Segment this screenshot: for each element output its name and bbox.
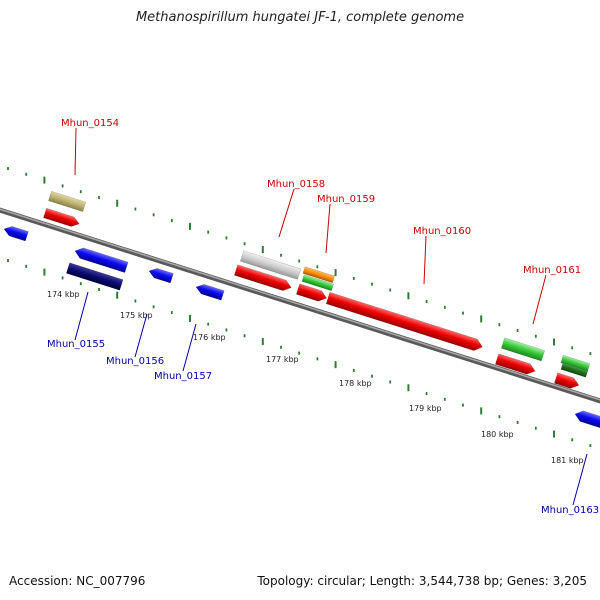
gene-label-mhun_0158: Mhun_0158 [267,179,325,190]
scale-label: 180 kbp [481,430,514,439]
feature-green-box [501,337,546,362]
gene-label-mhun_0154: Mhun_0154 [61,118,119,129]
gene-label-mhun_0161: Mhun_0161 [523,265,581,276]
feature-blue-arrow [148,268,174,284]
feature-red-arrow [554,372,580,389]
gene-callout-line [134,313,148,358]
feature-red-arrow [43,207,80,227]
gene-label-mhun_0163: Mhun_0163 [541,505,599,516]
gene-callout-line [325,203,331,254]
feature-red-arrow [495,353,536,375]
feature-blue-arrow [3,226,29,242]
genome-backbone [0,207,600,404]
scale-label: 177 kbp [266,355,299,364]
page-title: Methanospirillum hungatei JF-1, complete… [135,10,465,25]
gene-callout-line [278,188,295,238]
scale-label: 174 kbp [47,290,80,299]
scale-label: 175 kbp [120,311,153,320]
feature-dark-green-box [560,362,589,378]
scale-label: 178 kbp [339,379,372,388]
feature-red-arrow [234,264,292,291]
gene-callout-line [182,323,197,372]
footer-summary: Topology: circular; Length: 3,544,738 bp… [257,574,587,588]
gene-callout-line [423,235,427,285]
gene-label-mhun_0156: Mhun_0156 [106,356,164,367]
gene-label-mhun_0160: Mhun_0160 [413,226,471,237]
feature-blue-arrow [574,410,600,429]
feature-olive-box [48,190,87,212]
feature-blue-arrow [195,284,225,301]
feature-blue-arrow [74,247,129,273]
genome-backbone-highlight [0,208,600,401]
scale-label: 176 kbp [193,333,226,342]
gene-callout-line [532,274,547,325]
feature-red-arrow [296,283,327,302]
scale-label: 179 kbp [409,404,442,413]
gene-callout-line [74,291,89,341]
feature-gray-box [240,250,302,280]
feature-red-arrow [325,291,483,351]
gene-label-mhun_0157: Mhun_0157 [154,371,212,382]
scale-label: 181 kbp [551,456,584,465]
gene-callout-line [74,127,77,176]
gene-label-mhun_0159: Mhun_0159 [317,194,375,205]
feature-green-box [301,274,334,292]
feature-orange-box [302,266,335,284]
feature-navy-box [66,262,124,291]
footer-accession: Accession: NC_007796 [9,574,146,588]
gene-callout-line [572,453,588,506]
gene-label-mhun_0155: Mhun_0155 [47,339,105,350]
